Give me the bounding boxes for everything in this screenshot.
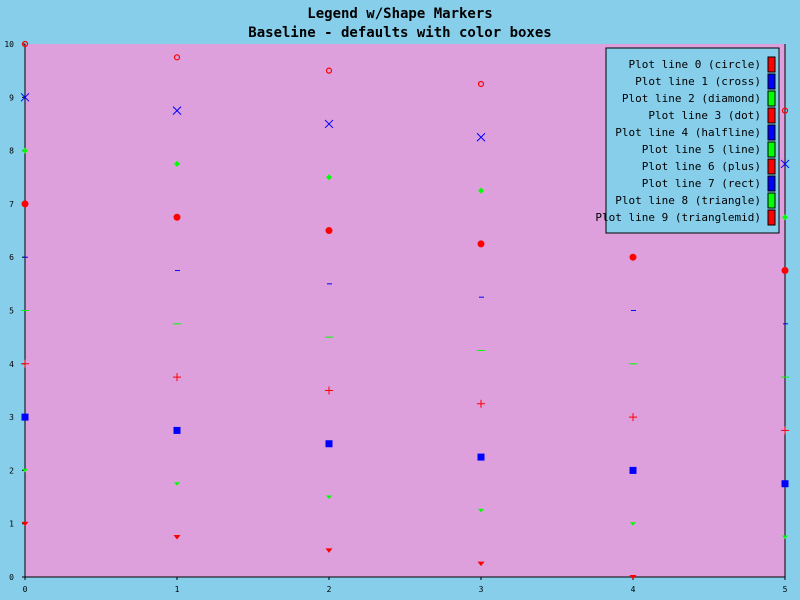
legend-label: Plot line 9 (trianglemid) — [595, 211, 761, 224]
data-point-rect — [21, 413, 29, 421]
data-point-dot — [781, 267, 789, 275]
data-point-circle — [325, 67, 333, 74]
data-point-plus — [477, 399, 485, 408]
data-point-triangle — [782, 535, 788, 540]
data-point-rect — [629, 466, 637, 474]
legend-label: Plot line 3 (dot) — [648, 109, 761, 122]
data-point-trianglemid — [173, 535, 181, 540]
data-point-plus — [325, 386, 333, 395]
data-point-triangle — [478, 508, 484, 513]
y-tick-label: 0 — [9, 573, 14, 582]
legend-label: Plot line 4 (halfline) — [615, 126, 761, 139]
y-tick-label: 1 — [9, 520, 14, 529]
y-tick-label: 10 — [4, 40, 14, 49]
series-trianglemid — [21, 521, 637, 580]
y-tick-label: 7 — [9, 200, 14, 209]
data-point-cross — [780, 159, 790, 169]
legend-color-box — [767, 209, 776, 226]
data-point-dot — [629, 253, 637, 261]
data-point-rect — [173, 426, 181, 434]
data-point-dot — [173, 213, 181, 221]
series-dot — [21, 200, 789, 275]
data-point-plus — [173, 373, 181, 382]
legend-label: Plot line 8 (triangle) — [615, 194, 761, 207]
data-point-dot — [325, 227, 333, 235]
x-tick-label: 4 — [631, 585, 636, 594]
legend-label: Plot line 7 (rect) — [642, 177, 761, 190]
data-point-diamond — [782, 214, 788, 221]
data-point-diamond — [174, 160, 180, 167]
data-point-plus — [781, 426, 789, 435]
y-tick-label: 5 — [9, 307, 14, 316]
chart-subtitle: Baseline - defaults with color boxes — [248, 25, 551, 41]
data-point-cross — [324, 119, 334, 129]
legend-color-box — [767, 192, 776, 209]
y-tick-label: 6 — [9, 253, 14, 262]
legend-color-box — [767, 56, 776, 73]
data-point-circle — [173, 54, 181, 61]
data-point-trianglemid — [325, 548, 333, 553]
series-halfline — [23, 256, 788, 325]
legend-color-box — [767, 73, 776, 90]
legend-color-box — [767, 158, 776, 175]
data-point-circle — [21, 40, 29, 48]
data-point-diamond — [478, 187, 484, 194]
legend-box — [605, 47, 780, 234]
x-tick-label: 2 — [327, 585, 332, 594]
data-point-triangle — [326, 495, 332, 500]
data-point-trianglemid — [477, 561, 485, 567]
data-point-rect — [781, 480, 789, 488]
data-point-triangle — [22, 468, 28, 473]
legend-color-box — [767, 175, 776, 192]
data-point-rect — [325, 440, 333, 448]
legend-label: Plot line 0 (circle) — [629, 58, 761, 71]
data-point-plus — [21, 359, 29, 368]
series-line — [21, 310, 789, 378]
series-plus — [21, 359, 789, 435]
data-point-dot — [477, 240, 485, 248]
x-tick-label: 3 — [479, 585, 484, 594]
legend-color-box — [767, 107, 776, 124]
legend-color-box — [767, 124, 776, 141]
legend-label: Plot line 6 (plus) — [642, 160, 761, 173]
chart-title: Legend w/Shape Markers — [307, 6, 492, 22]
y-tick-label: 4 — [9, 360, 14, 369]
series-rect — [21, 413, 789, 488]
y-tick-label: 9 — [9, 93, 14, 102]
legend-color-box — [767, 90, 776, 107]
data-point-circle — [477, 80, 485, 88]
x-tick-label: 5 — [783, 585, 788, 594]
legend-color-box — [767, 141, 776, 158]
x-tick-label: 0 — [23, 585, 28, 594]
data-markers — [20, 40, 790, 580]
legend: Plot line 0 (circle) Plot line 1 (cross) P… — [595, 47, 780, 234]
data-point-dot — [21, 200, 29, 208]
y-tick-label: 3 — [9, 413, 14, 422]
legend-label: Plot line 1 (cross) — [635, 75, 761, 88]
data-point-rect — [477, 453, 485, 461]
data-point-cross — [172, 106, 182, 115]
data-point-trianglemid — [629, 575, 637, 580]
series-triangle — [22, 468, 788, 540]
data-point-triangle — [174, 482, 180, 486]
x-tick-label: 1 — [175, 585, 180, 594]
data-point-diamond — [22, 147, 28, 154]
y-tick-label: 8 — [9, 147, 14, 156]
axes: 0 1 2 3 4 5 6 7 8 9 10 0 1 2 3 4 5 — [4, 40, 787, 594]
legend-label: Plot line 5 (line) — [642, 143, 761, 156]
data-point-circle — [781, 107, 789, 114]
data-point-plus — [629, 413, 637, 422]
data-point-cross — [20, 92, 30, 102]
y-tick-label: 2 — [9, 466, 14, 475]
data-point-cross — [476, 132, 486, 142]
data-point-triangle — [630, 522, 636, 526]
data-point-diamond — [326, 174, 332, 181]
legend-label: Plot line 2 (diamond) — [622, 92, 761, 105]
data-point-trianglemid — [21, 521, 29, 527]
